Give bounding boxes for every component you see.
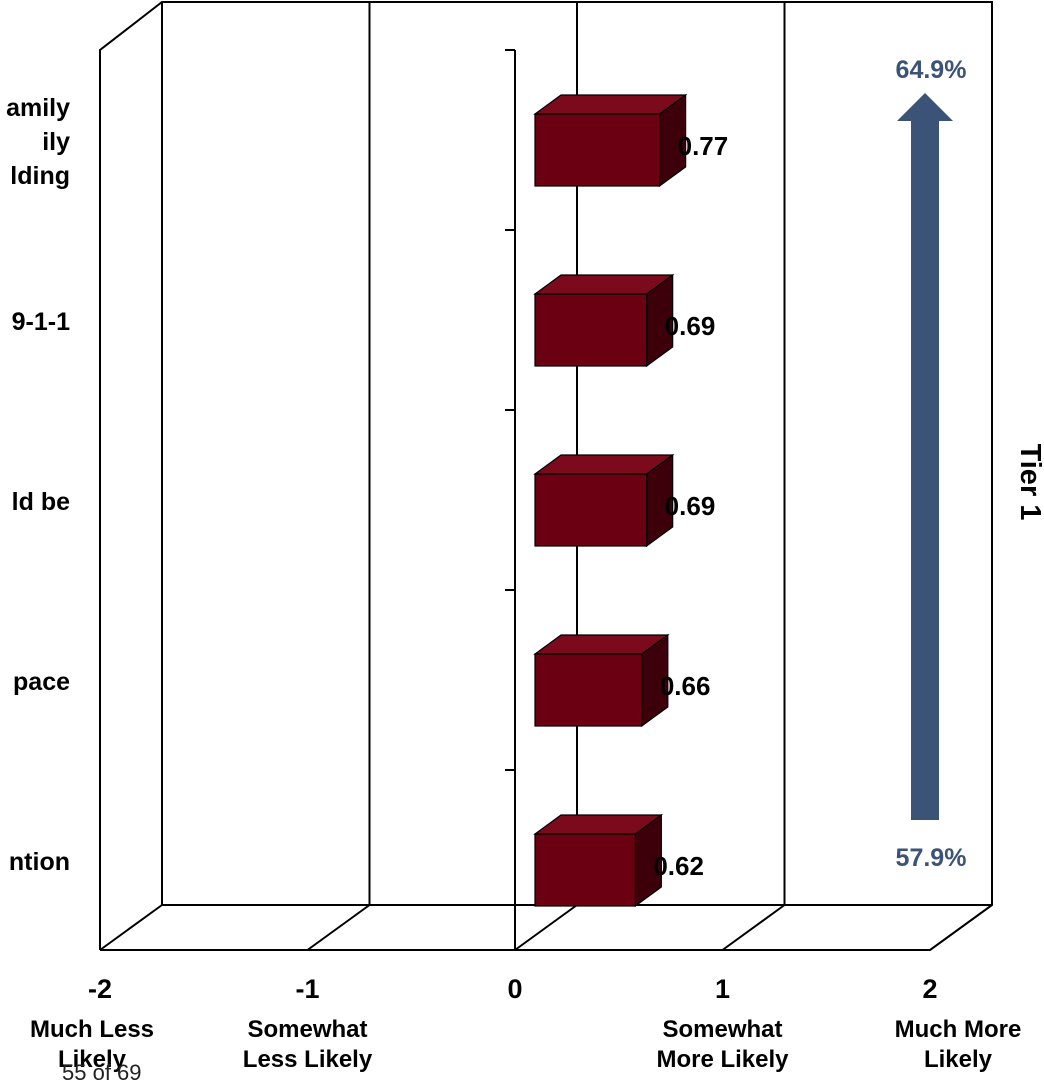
x-tick-label: 1 bbox=[715, 974, 730, 1004]
x-tick-label: 2 bbox=[922, 974, 937, 1004]
floor-gridline bbox=[514, 904, 578, 951]
category-labels: amily ily lding 9-1-1 ld be pace ntion bbox=[6, 94, 70, 876]
x-tick-label: -1 bbox=[295, 974, 319, 1004]
arrow-bottom-label: 57.9% bbox=[896, 844, 967, 872]
bar-value-label: 0.66 bbox=[660, 671, 711, 701]
arrow-shaft bbox=[911, 120, 939, 820]
bar-value-label: 0.77 bbox=[678, 131, 729, 161]
bar-front bbox=[534, 113, 661, 187]
bar: 0.77 bbox=[533, 93, 729, 188]
range-arrow: 64.9% 57.9% bbox=[896, 56, 967, 872]
x-tick-label: -2 bbox=[88, 974, 112, 1004]
bar-value-label: 0.69 bbox=[665, 491, 716, 521]
bars: 0.77 0.69 0.69 0.66 0.62 bbox=[533, 93, 729, 908]
bar-front bbox=[534, 473, 648, 547]
category-label: ntion bbox=[9, 848, 70, 876]
floor-gridline bbox=[721, 904, 786, 951]
x-tick-description: Much More Likely bbox=[895, 1016, 1022, 1073]
floor-gridline bbox=[929, 904, 993, 951]
bar: 0.62 bbox=[533, 813, 704, 908]
zero-axis bbox=[505, 49, 516, 950]
bar-front bbox=[534, 653, 643, 727]
floor-left-edge bbox=[99, 904, 163, 951]
side-label: Tier 1 bbox=[1014, 444, 1044, 521]
arrow-top-label: 64.9% bbox=[896, 56, 967, 84]
bar: 0.66 bbox=[533, 633, 711, 728]
bar-value-label: 0.69 bbox=[665, 311, 716, 341]
x-tick-description: Somewhat Less Likely bbox=[243, 1016, 373, 1073]
floor-gridline bbox=[306, 904, 371, 951]
category-label: ld be bbox=[12, 488, 70, 516]
bar-value-label: 0.62 bbox=[653, 851, 704, 881]
bar-front bbox=[534, 293, 648, 367]
x-tick-description: Much Less Likely bbox=[30, 1016, 154, 1073]
arrow-head-icon bbox=[897, 93, 953, 121]
page-number: 55 of 69 bbox=[62, 1060, 142, 1085]
category-label: amily ily lding bbox=[6, 94, 70, 190]
category-label: 9-1-1 bbox=[12, 308, 70, 336]
bar-front bbox=[534, 833, 636, 907]
bar: 0.69 bbox=[533, 453, 716, 548]
x-axis-ticks: -2 Much Less Likely -1 Somewhat Less Likely 0 1… bbox=[30, 974, 1021, 1073]
x-tick-label: 0 bbox=[507, 974, 522, 1004]
bar: 0.69 bbox=[533, 273, 716, 368]
x-tick-description: Somewhat More Likely bbox=[656, 1016, 789, 1073]
category-label: pace bbox=[13, 668, 70, 696]
